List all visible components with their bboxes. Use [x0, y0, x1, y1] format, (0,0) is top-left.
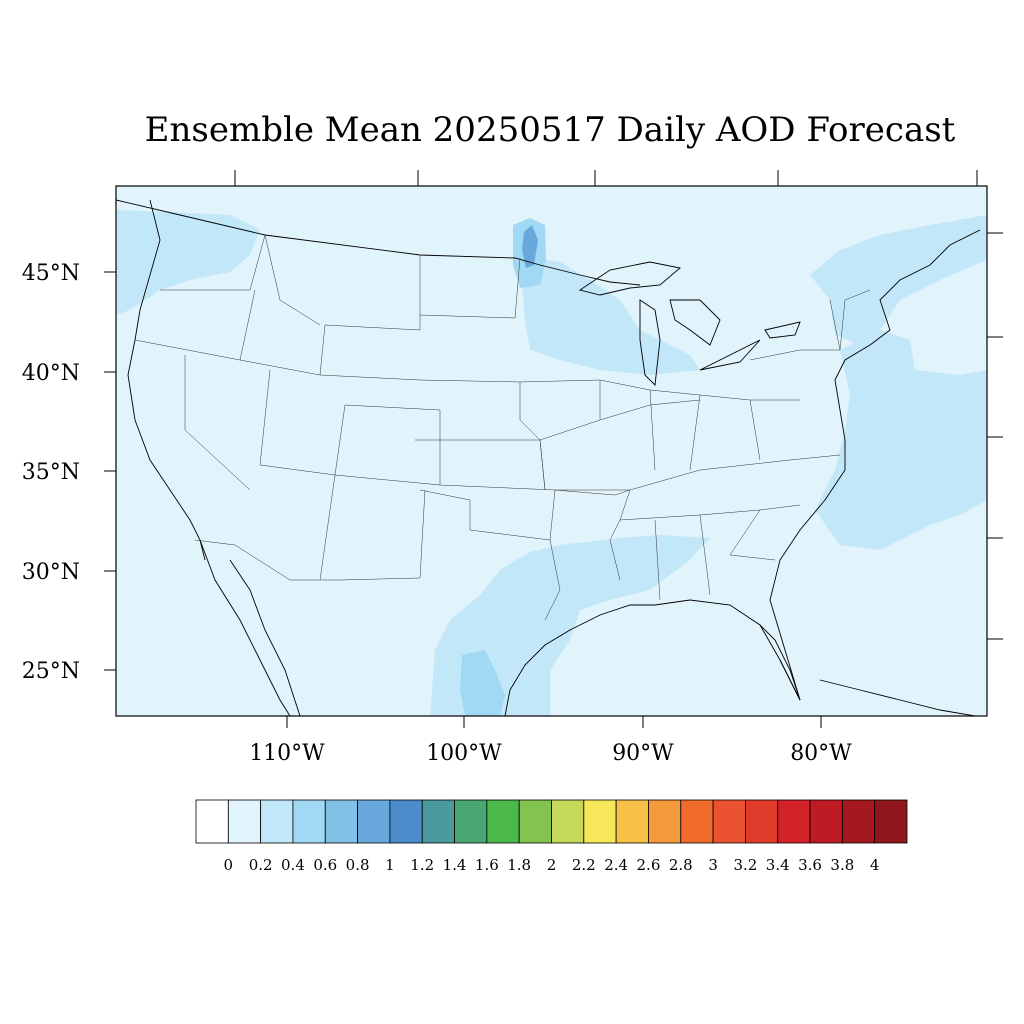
- west-coast: [127, 199, 206, 561]
- lake-erie: [699, 339, 761, 371]
- colorbar-label: 3.8: [830, 856, 854, 874]
- map-frame: [115, 185, 988, 717]
- colorbar-label: 1: [385, 856, 395, 874]
- colorbar-swatch: [486, 799, 520, 844]
- atlantic-coast: [769, 229, 981, 701]
- colorbar-swatch: [680, 799, 714, 844]
- aod-plume-core: [522, 225, 538, 268]
- colorbar-label: 0.8: [346, 856, 370, 874]
- lake-ontario: [764, 321, 801, 339]
- us-canada-border: [116, 199, 641, 286]
- state-boundaries: [134, 234, 871, 621]
- colorbar-swatch: [841, 799, 876, 844]
- colorbar-swatch: [712, 799, 746, 844]
- latitude-label: 45°N: [22, 261, 80, 286]
- colorbar-swatch: [583, 799, 617, 844]
- colorbar-labels: 0 0.2 0.4 0.6 0.8 1 1.2 1.4 1.6 1.8 2 2.2 2.4 2.6 2.8 3…: [224, 856, 880, 874]
- aod-plumes: [116, 210, 987, 716]
- colorbar-swatch: [292, 799, 326, 844]
- colorbar-label: 2.8: [669, 856, 693, 874]
- colorbar-label: 2.6: [637, 856, 661, 874]
- colorbar-swatch: [551, 799, 585, 844]
- florida-coast: [759, 624, 801, 701]
- latitude-label: 30°N: [22, 560, 80, 585]
- colorbar-swatch: [357, 799, 391, 844]
- map-ticks: [104, 170, 1003, 728]
- latitude-labels: 45°N 40°N 35°N 30°N 25°N: [22, 261, 80, 684]
- colorbar-label: 0.6: [313, 856, 337, 874]
- lake-huron: [669, 299, 721, 346]
- colorbar-swatch: [421, 799, 455, 844]
- colorbar-label: 1.4: [443, 856, 467, 874]
- colorbar-swatch: [874, 799, 908, 844]
- latitude-label: 35°N: [22, 460, 80, 485]
- lake-superior: [578, 261, 681, 296]
- colorbar-swatch: [227, 799, 262, 844]
- colorbar-swatch: [454, 799, 488, 844]
- coastlines: [116, 199, 981, 716]
- colorbar-swatch: [648, 799, 682, 844]
- colorbar-label: 1.8: [507, 856, 531, 874]
- colorbar-label: 2.2: [572, 856, 596, 874]
- colorbar-label: 2: [547, 856, 557, 874]
- colorbar-label: 2.4: [604, 856, 628, 874]
- mexico-west-coast: [229, 559, 301, 716]
- aod-colorbar: [195, 799, 908, 844]
- map-panel: [115, 185, 988, 717]
- colorbar-swatch: [809, 799, 843, 844]
- longitude-label: 110°W: [249, 741, 325, 766]
- colorbar-label: 3: [708, 856, 718, 874]
- aod-plume-pacific-northwest: [116, 210, 260, 315]
- aod-plume-upper-midwest: [520, 255, 700, 375]
- longitude-label: 90°W: [612, 741, 674, 766]
- latitude-label: 25°N: [22, 659, 80, 684]
- longitude-labels: 110°W 100°W 90°W 80°W: [249, 741, 852, 766]
- gulf-coast: [504, 599, 801, 716]
- colorbar-label: 3.2: [733, 856, 757, 874]
- aod-plume-northeast: [810, 215, 987, 345]
- aod-plume-atlantic: [815, 330, 987, 550]
- colorbar-swatch: [195, 799, 229, 844]
- colorbar-label: 0: [224, 856, 234, 874]
- longitude-label: 80°W: [790, 741, 852, 766]
- aod-plume-south-texas: [460, 650, 505, 716]
- colorbar-swatch: [777, 799, 811, 844]
- colorbar-label: 0.2: [249, 856, 273, 874]
- cuba-coast: [819, 679, 976, 716]
- colorbar-swatch: [615, 799, 649, 844]
- colorbar-swatch: [745, 799, 779, 844]
- longitude-label: 100°W: [426, 741, 502, 766]
- colorbar-label: 4: [870, 856, 880, 874]
- colorbar-label: 3.6: [798, 856, 822, 874]
- colorbar-swatch: [518, 799, 552, 844]
- colorbar-label: 1.6: [475, 856, 499, 874]
- colorbar-swatch: [324, 799, 358, 844]
- baja-coast: [199, 539, 291, 716]
- map-title: Ensemble Mean 20250517 Daily AOD Forecas…: [144, 110, 956, 150]
- colorbar-label: 3.4: [766, 856, 790, 874]
- colorbar-swatch: [260, 799, 294, 844]
- colorbar-swatch: [389, 799, 423, 844]
- colorbar-label: 1.2: [410, 856, 434, 874]
- latitude-label: 40°N: [22, 361, 80, 386]
- lake-michigan: [639, 299, 661, 386]
- aod-plume-gulf-coast: [430, 535, 710, 716]
- colorbar-label: 0.4: [281, 856, 305, 874]
